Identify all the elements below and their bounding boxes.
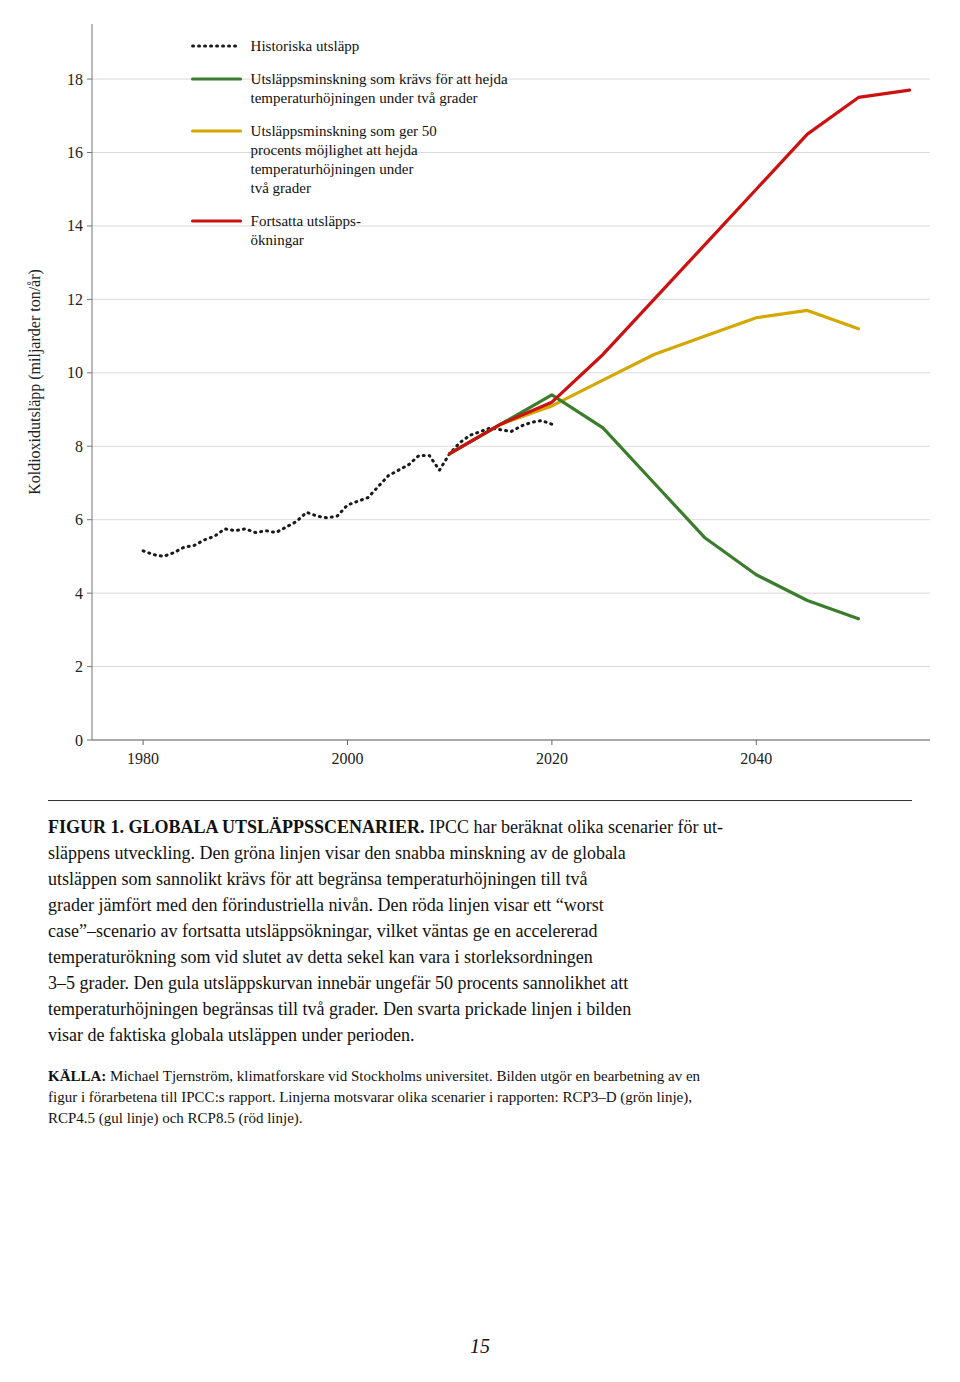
y-tick-label: 0	[75, 732, 83, 749]
y-axis-label: Koldioxidutsläpp (miljarder ton/år)	[26, 269, 44, 495]
legend-label-line: Fortsatta utsläpps-	[251, 213, 361, 229]
x-tick-label: 2040	[740, 750, 772, 767]
legend-label: Utsläppsminskning som krävs för att hejd…	[251, 71, 508, 106]
y-tick-label: 10	[67, 364, 83, 381]
source: KÄLLA: Michael Tjernström, klimatforskar…	[48, 1066, 912, 1129]
legend-swatch	[193, 129, 241, 132]
series-line	[143, 421, 552, 557]
source-text: Michael Tjernström, klimatforskare vid S…	[48, 1068, 700, 1126]
legend-label-line: temperaturhöjningen under två grader	[251, 90, 478, 106]
legend-label: Utsläppsminskning som ger 50 procents möj…	[251, 123, 437, 196]
x-tick-label: 2020	[536, 750, 568, 767]
y-tick	[87, 666, 92, 667]
grid-line	[92, 666, 930, 667]
y-tick	[87, 79, 92, 80]
x-tick	[347, 740, 348, 745]
y-tick-label: 14	[67, 217, 83, 234]
legend-label-line: procents möjlighet att hejda	[251, 142, 418, 158]
separator	[48, 800, 912, 801]
y-tick-label: 18	[67, 71, 83, 88]
grid	[92, 79, 930, 740]
legend: Historiska utsläpp Utsläppsminskning som …	[193, 38, 508, 248]
series-line	[450, 90, 910, 454]
y-axis: 0 2 4 6 8 10 12 14 16 18	[67, 24, 92, 749]
grid-line	[92, 225, 930, 226]
legend-swatch	[193, 45, 241, 48]
y-tick-label: 16	[67, 144, 83, 161]
series-line	[450, 310, 859, 453]
source-heading: KÄLLA:	[48, 1068, 106, 1084]
y-tick-label: 6	[75, 511, 83, 528]
plot-area	[143, 90, 909, 619]
x-axis-line	[92, 740, 930, 741]
y-tick-label: 2	[75, 658, 83, 675]
y-tick	[87, 446, 92, 447]
page: 0 2 4 6 8 10 12 14 16 18 Koldioxidutsläpp (miljard…	[0, 0, 960, 1382]
y-tick-label: 12	[67, 291, 83, 308]
series-line	[450, 395, 859, 619]
y-tick	[87, 519, 92, 520]
x-tick	[756, 740, 757, 745]
grid-line	[92, 372, 930, 373]
legend-label-line: Utsläppsminskning som krävs för att hejd…	[251, 71, 508, 87]
grid-line	[92, 152, 930, 153]
x-tick	[143, 740, 144, 745]
grid-line	[92, 299, 930, 300]
x-axis: 1980 2000 2020 2040	[92, 740, 930, 767]
legend-label: Historiska utsläpp	[251, 38, 360, 54]
legend-label-line: ökningar	[251, 232, 304, 248]
y-tick	[87, 152, 92, 153]
legend-swatch	[193, 219, 241, 222]
y-axis-line	[92, 24, 93, 740]
grid-line	[92, 593, 930, 594]
grid-line	[92, 446, 930, 447]
y-tick-label: 8	[75, 438, 83, 455]
grid-line	[92, 519, 930, 520]
legend-label-line: temperaturhöjningen under	[251, 161, 414, 177]
x-tick-label: 2000	[331, 750, 363, 767]
legend-label-line: Utsläppsminskning som ger 50	[251, 123, 437, 139]
caption-heading: FIGUR 1. GLOBALA UTSLÄPPSSCENARIER.	[48, 817, 425, 837]
chart: 0 2 4 6 8 10 12 14 16 18 Koldioxidutsläpp (miljard…	[0, 0, 960, 785]
x-tick	[551, 740, 552, 745]
y-tick	[87, 740, 92, 741]
legend-label: Fortsatta utsläpps-ökningar	[251, 213, 361, 248]
caption-text: IPCC har beräknat olika scenarier för ut…	[48, 817, 723, 1045]
y-tick	[87, 299, 92, 300]
y-tick	[87, 593, 92, 594]
legend-swatch	[193, 77, 241, 80]
grid-line	[92, 740, 930, 741]
y-tick	[87, 225, 92, 226]
legend-label-line: Historiska utsläpp	[251, 38, 360, 54]
grid-line	[92, 79, 930, 80]
page-number: 15	[0, 1335, 960, 1358]
x-tick-label: 1980	[127, 750, 159, 767]
caption: FIGUR 1. GLOBALA UTSLÄPPSSCENARIER. IPCC…	[48, 814, 912, 1048]
legend-label-line: två grader	[251, 180, 311, 196]
y-tick-label: 4	[75, 585, 83, 602]
y-tick	[87, 372, 92, 373]
